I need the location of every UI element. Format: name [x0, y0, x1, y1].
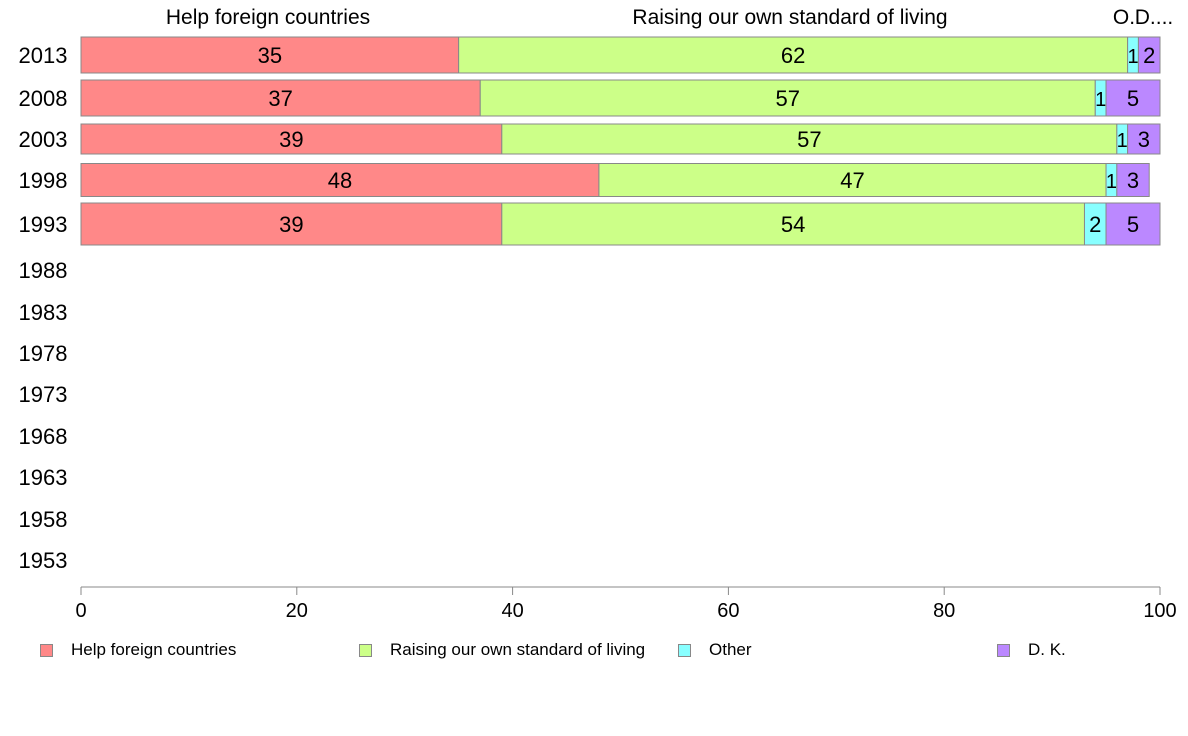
column-header-help: Help foreign countries [165, 6, 371, 29]
category-label: 1958 [19, 507, 68, 532]
legend-item-raising: Raising our own standard of living [359, 640, 645, 660]
legend-label: Raising our own standard of living [390, 640, 646, 659]
data-label: 39 [279, 127, 303, 152]
bar-segment [1137, 36, 1161, 74]
data-label: 35 [258, 43, 282, 68]
data-label: 2 [1089, 212, 1101, 237]
category-label: 2013 [19, 43, 68, 68]
legend-label: D. K. [1028, 640, 1066, 659]
data-label: 3 [1138, 127, 1150, 152]
category-label: 1963 [19, 465, 68, 490]
category-label: 1998 [19, 168, 68, 193]
category-label: 1973 [19, 382, 68, 407]
column-header-raising: Raising our own standard of living [632, 6, 948, 29]
data-label: 1 [1117, 130, 1128, 152]
bar-segment [80, 79, 481, 117]
bar-segment [598, 163, 1107, 197]
bar-segment [501, 202, 1085, 246]
bar-segment [1105, 202, 1161, 246]
data-label: 2 [1143, 43, 1155, 68]
column-header-dk: D.... [1134, 6, 1174, 29]
legend-swatch [997, 643, 1010, 657]
category-label: 1978 [19, 341, 68, 366]
bar-segment [80, 123, 503, 155]
category-label: 2008 [19, 86, 68, 111]
data-label: 1 [1095, 89, 1106, 111]
data-label: 48 [328, 168, 352, 193]
category-label: 1968 [19, 424, 68, 449]
x-tick-label: 0 [75, 600, 86, 622]
category-label: 1988 [19, 258, 68, 283]
bar-segment [479, 79, 1096, 117]
bar-segment [1127, 123, 1161, 155]
x-tick-label: 60 [717, 600, 739, 622]
bar-segment [501, 123, 1118, 155]
data-label: 5 [1127, 212, 1139, 237]
bar-segment [458, 36, 1129, 74]
data-label: 1 [1106, 171, 1117, 193]
data-label: 57 [797, 127, 821, 152]
legend-item-other: Other [678, 640, 752, 660]
data-label: 54 [781, 212, 805, 237]
bar-segment [1105, 79, 1161, 117]
x-tick-label: 100 [1143, 600, 1176, 622]
legend-item-help: Help foreign countries [40, 640, 236, 660]
x-tick-label: 40 [501, 600, 523, 622]
data-label: 57 [776, 86, 800, 111]
bar-segment [80, 163, 600, 197]
x-tick-label: 20 [286, 600, 308, 622]
column-header-other: O. [1112, 6, 1136, 29]
stacked-bar-chart: 2013200820031998199319881983197819731968… [19, 36, 1177, 622]
legend: Help foreign countries Raising our own s… [0, 640, 1188, 664]
data-label: 47 [840, 168, 864, 193]
data-label: 39 [279, 212, 303, 237]
legend-swatch [678, 643, 691, 657]
bar-segment [80, 202, 503, 246]
x-tick-label: 80 [933, 600, 955, 622]
legend-item-dk: D. K. [997, 640, 1066, 660]
data-label: 37 [268, 86, 292, 111]
data-label: 3 [1127, 168, 1139, 193]
bar-segment [1116, 163, 1150, 197]
legend-swatch [359, 643, 372, 657]
legend-swatch [40, 643, 53, 657]
category-label: 1983 [19, 300, 68, 325]
legend-label: Other [709, 640, 752, 659]
category-label: 1993 [19, 212, 68, 237]
data-label: 1 [1127, 46, 1138, 68]
legend-label: Help foreign countries [71, 640, 237, 659]
category-label: 1953 [19, 548, 68, 573]
category-label: 2003 [19, 127, 68, 152]
data-label: 5 [1127, 86, 1139, 111]
data-label: 62 [781, 43, 805, 68]
